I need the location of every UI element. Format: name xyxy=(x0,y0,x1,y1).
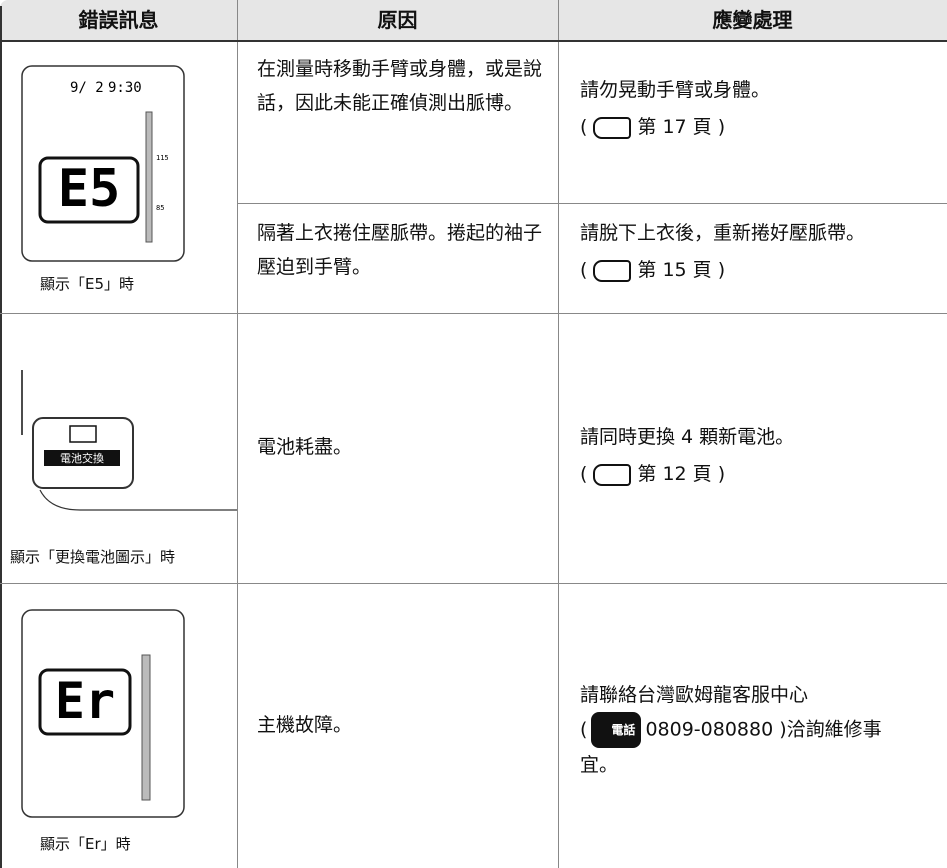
ref-page: 第 15 頁 xyxy=(637,259,712,281)
contact-open: ( xyxy=(580,718,588,741)
ref-page: 第 17 頁 xyxy=(637,116,712,138)
ref-open: ( xyxy=(580,463,588,485)
lcd-time: 9:30 xyxy=(108,80,142,96)
remedy: 請勿晃動手臂或身體。 xyxy=(580,79,771,101)
cause: 隔著上衣捲住壓脈帶。捲起的袖子壓迫到手臂。 xyxy=(257,222,543,278)
battery-label: 電池交換 xyxy=(60,451,104,465)
ref-close: ) xyxy=(717,259,726,281)
contact-text: 0809-080880 )洽詢維修事宜。 xyxy=(580,718,882,777)
contact: (電話 0809-080880 )洽詢維修事宜。 xyxy=(580,712,900,782)
header-cell: 應變處理 xyxy=(558,0,947,40)
ref-close: ) xyxy=(717,463,726,485)
border xyxy=(0,313,947,314)
hand-icon xyxy=(593,463,632,486)
reference: ( 第 17 頁 ) xyxy=(580,110,725,144)
cause: 在測量時移動手臂或身體，或是說話，因此未能正確偵測出脈博。 xyxy=(257,58,543,114)
caption: 顯示「更換電池圖示」時 xyxy=(10,548,176,566)
hand-icon xyxy=(593,116,632,139)
lcd-bar xyxy=(141,654,151,801)
remedy: 請聯絡台灣歐姆龍客服中心 xyxy=(580,684,809,706)
remedy-block: 請聯絡台灣歐姆龍客服中心 (電話 0809-080880 )洽詢維修事宜。 xyxy=(580,678,930,782)
caption: 顯示「Er」時 xyxy=(40,835,131,853)
remedy: 請脫下上衣後，重新捲好壓脈帶。 xyxy=(580,222,866,244)
reference: ( 第 15 頁 ) xyxy=(580,253,725,287)
lcd-date: 9/ 2 xyxy=(70,80,104,96)
lcd-code-box xyxy=(38,156,140,224)
lcd-scale: 115 xyxy=(156,154,169,162)
cause: 主機故障。 xyxy=(257,714,353,736)
displays: 9/ 2 9:30 115 85 E5 電池交換 Er xyxy=(21,65,237,818)
battery-label-bg xyxy=(44,450,120,466)
border xyxy=(558,0,559,868)
hand-icon xyxy=(593,259,632,282)
lcd-code: E5 xyxy=(58,159,121,219)
border xyxy=(0,6,2,868)
ref-close: ) xyxy=(717,116,726,138)
border xyxy=(237,0,238,868)
lcd-frame xyxy=(21,65,185,262)
border xyxy=(0,40,947,42)
lcd-bar xyxy=(145,111,153,243)
reference: ( 第 12 頁 ) xyxy=(580,457,725,491)
decor xyxy=(39,489,237,511)
phone-icon: 電話 xyxy=(591,712,642,748)
ref-open: ( xyxy=(580,116,588,138)
ref-open: ( xyxy=(580,259,588,281)
lcd-scale: 85 xyxy=(156,204,164,212)
header-cell: 錯誤訊息 xyxy=(0,0,237,40)
border xyxy=(0,583,947,584)
header-cell: 原因 xyxy=(237,0,558,40)
ref-page: 第 12 頁 xyxy=(637,463,712,485)
lcd-code-box xyxy=(38,668,132,736)
lcd-code: Er xyxy=(55,672,115,730)
remedy: 請同時更換 4 顆新電池。 xyxy=(580,426,795,448)
caption: 顯示「E5」時 xyxy=(40,275,135,293)
battery-icon xyxy=(69,425,97,443)
cause: 電池耗盡。 xyxy=(257,436,353,458)
border xyxy=(237,203,947,204)
